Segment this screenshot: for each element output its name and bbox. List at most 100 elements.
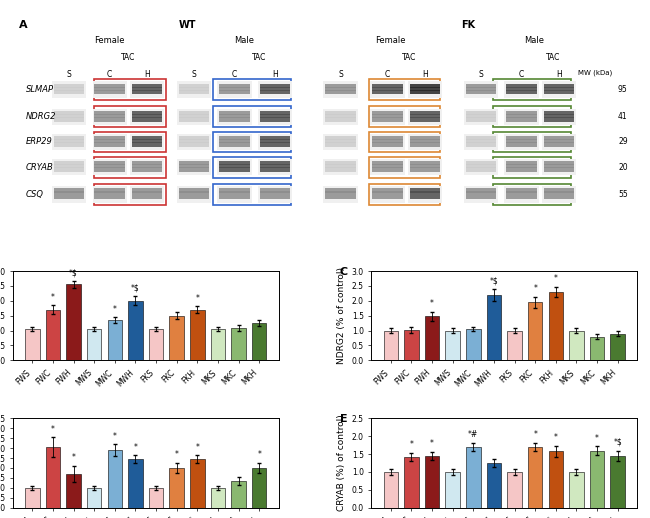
FancyBboxPatch shape [465,161,497,165]
FancyBboxPatch shape [52,159,86,176]
FancyBboxPatch shape [179,111,209,116]
Text: *: * [533,430,537,439]
FancyBboxPatch shape [52,109,86,125]
FancyBboxPatch shape [325,167,356,171]
FancyBboxPatch shape [504,159,539,176]
Text: *: * [257,451,261,459]
FancyBboxPatch shape [54,142,84,147]
FancyBboxPatch shape [92,159,127,176]
Bar [66,474,81,508]
FancyBboxPatch shape [179,87,209,91]
FancyBboxPatch shape [464,81,498,98]
FancyBboxPatch shape [506,167,537,171]
FancyBboxPatch shape [372,111,403,116]
FancyBboxPatch shape [219,136,250,140]
FancyBboxPatch shape [543,90,575,94]
Text: H: H [422,70,428,79]
FancyBboxPatch shape [94,195,125,199]
FancyBboxPatch shape [372,139,403,143]
Bar [108,320,122,361]
Bar [569,330,584,361]
Text: SLMAP: SLMAP [25,85,53,94]
FancyBboxPatch shape [179,142,209,147]
Text: *: * [410,440,413,449]
Text: A: A [20,20,28,30]
FancyBboxPatch shape [92,186,127,203]
Text: FK: FK [462,20,476,30]
FancyBboxPatch shape [94,136,125,140]
FancyBboxPatch shape [506,136,537,140]
FancyBboxPatch shape [132,139,162,143]
FancyBboxPatch shape [370,134,404,150]
Text: *: * [196,294,200,303]
FancyBboxPatch shape [130,134,164,150]
FancyBboxPatch shape [372,114,403,118]
FancyBboxPatch shape [217,159,252,176]
FancyBboxPatch shape [465,167,497,171]
FancyBboxPatch shape [94,117,125,122]
Text: CSQ: CSQ [25,190,44,199]
FancyBboxPatch shape [372,161,403,165]
FancyBboxPatch shape [219,195,250,199]
FancyBboxPatch shape [325,142,356,147]
FancyBboxPatch shape [506,87,537,91]
Bar [211,329,225,361]
Bar [528,447,542,508]
FancyBboxPatch shape [217,81,252,98]
FancyBboxPatch shape [94,142,125,147]
FancyBboxPatch shape [372,84,403,88]
FancyBboxPatch shape [325,84,356,88]
FancyBboxPatch shape [260,87,291,91]
FancyBboxPatch shape [325,114,356,118]
FancyBboxPatch shape [542,159,576,176]
FancyBboxPatch shape [543,139,575,143]
FancyBboxPatch shape [94,164,125,168]
FancyBboxPatch shape [408,134,442,150]
Bar [108,450,122,508]
Text: C: C [385,70,390,79]
FancyBboxPatch shape [132,195,162,199]
FancyBboxPatch shape [410,84,440,88]
FancyBboxPatch shape [324,134,358,150]
FancyBboxPatch shape [325,139,356,143]
FancyBboxPatch shape [130,81,164,98]
Bar [66,284,81,361]
FancyBboxPatch shape [543,161,575,165]
FancyBboxPatch shape [325,87,356,91]
Text: C: C [519,70,524,79]
FancyBboxPatch shape [543,167,575,171]
FancyBboxPatch shape [506,111,537,116]
Text: *: * [533,284,537,293]
FancyBboxPatch shape [132,117,162,122]
Text: TAC: TAC [545,53,560,62]
FancyBboxPatch shape [325,90,356,94]
FancyBboxPatch shape [54,90,84,94]
Text: Female: Female [375,36,406,46]
FancyBboxPatch shape [465,139,497,143]
FancyBboxPatch shape [410,136,440,140]
Text: C: C [107,70,112,79]
Text: *: * [113,431,117,441]
FancyBboxPatch shape [54,189,84,193]
FancyBboxPatch shape [370,159,404,176]
FancyBboxPatch shape [506,139,537,143]
FancyBboxPatch shape [410,142,440,147]
FancyBboxPatch shape [506,161,537,165]
FancyBboxPatch shape [177,81,211,98]
Text: 55: 55 [618,190,628,199]
FancyBboxPatch shape [130,159,164,176]
FancyBboxPatch shape [179,114,209,118]
FancyBboxPatch shape [465,114,497,118]
FancyBboxPatch shape [506,114,537,118]
FancyBboxPatch shape [130,186,164,203]
FancyBboxPatch shape [260,164,291,168]
Text: Male: Male [234,36,254,46]
FancyBboxPatch shape [410,195,440,199]
FancyBboxPatch shape [219,142,250,147]
Bar [528,303,542,361]
Bar [590,337,605,361]
FancyBboxPatch shape [94,139,125,143]
FancyBboxPatch shape [410,161,440,165]
FancyBboxPatch shape [324,159,358,176]
Bar [466,447,480,508]
